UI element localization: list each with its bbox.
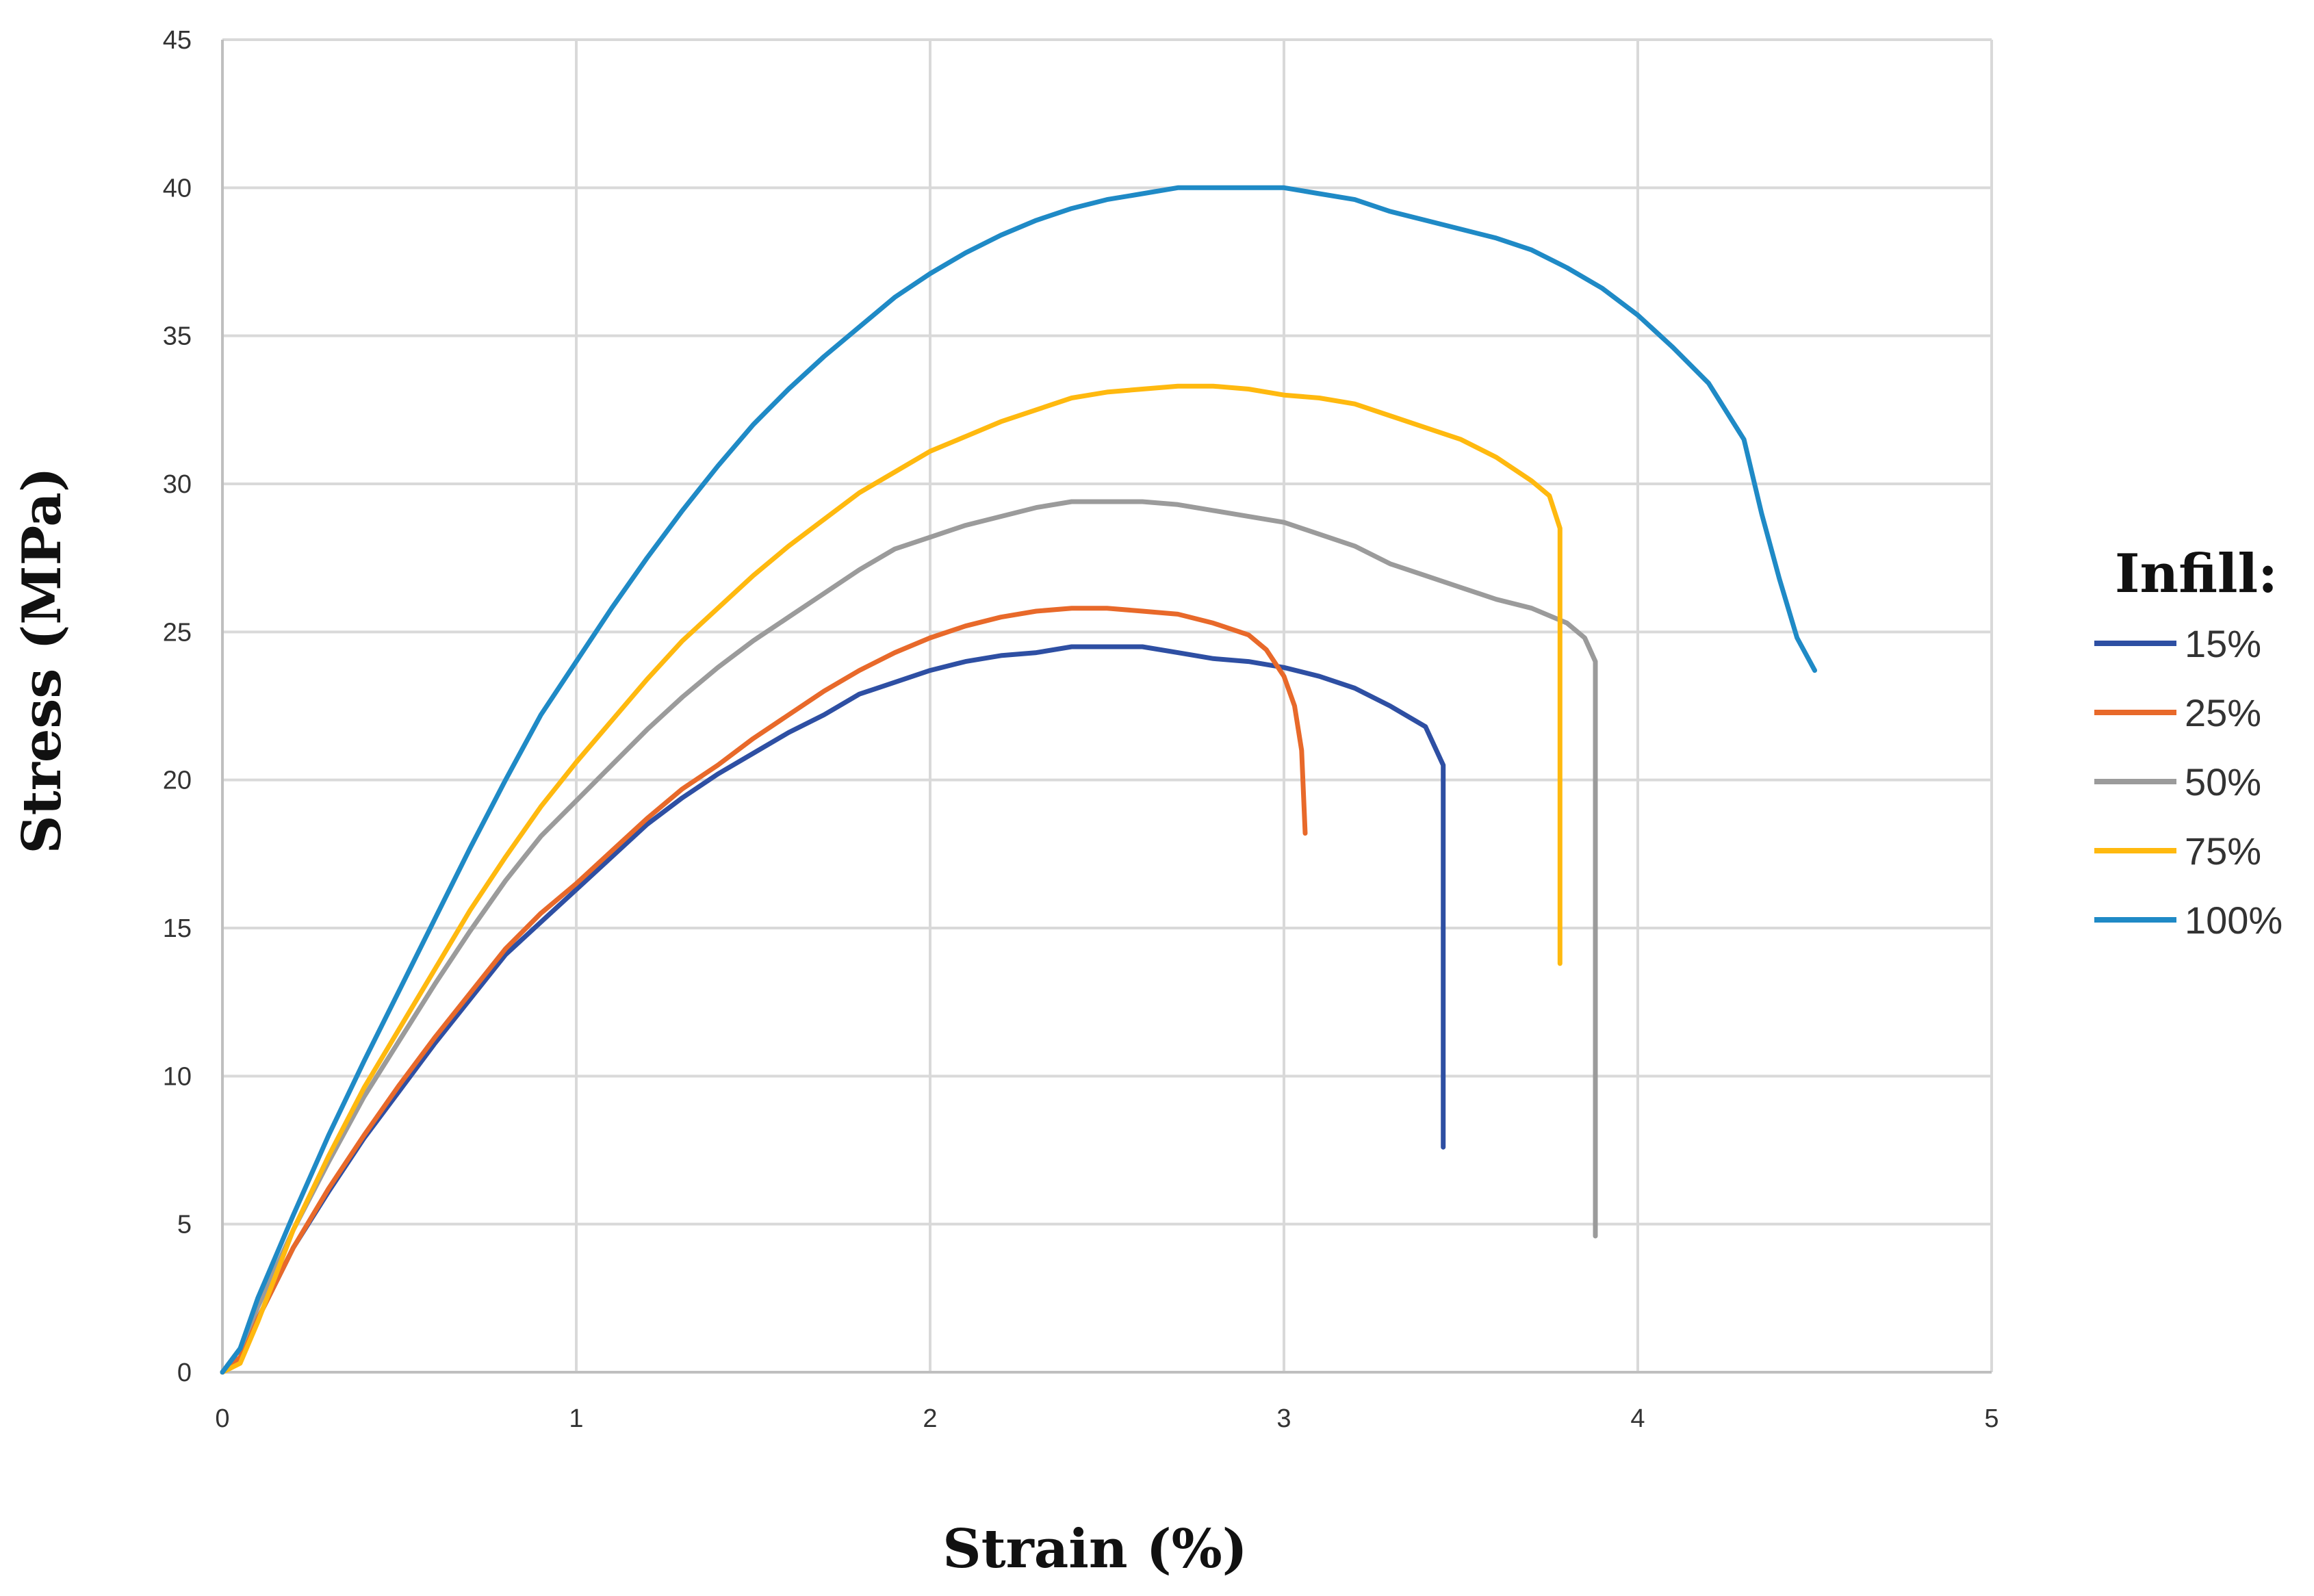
x-tick-labels: 0 1 2 3 4 5	[215, 1404, 1998, 1433]
grid-lines	[221, 38, 1993, 1374]
data-series	[220, 185, 1817, 1375]
y-axis-title: Stress (MPa)	[11, 467, 73, 853]
legend: Infill: 15% 25% 50% 75% 100%	[2094, 543, 2283, 942]
axes	[221, 40, 1992, 1374]
y-tick-label: 25	[163, 618, 192, 647]
series-line-75pct	[220, 383, 1563, 1375]
x-tick-label: 5	[1984, 1404, 1998, 1433]
legend-label: 25%	[2185, 691, 2261, 734]
series-line-100pct	[220, 185, 1817, 1375]
series-line-25pct	[220, 606, 1308, 1375]
legend-label: 75%	[2185, 829, 2261, 873]
legend-label: 100%	[2185, 899, 2283, 942]
legend-label: 50%	[2185, 760, 2261, 803]
legend-title: Infill:	[2115, 543, 2278, 605]
y-tick-label: 5	[177, 1211, 192, 1239]
y-tick-label: 10	[163, 1062, 192, 1091]
y-tick-label: 20	[163, 767, 192, 795]
y-tick-label: 30	[163, 470, 192, 499]
y-tick-label: 15	[163, 914, 192, 943]
x-tick-label: 3	[1276, 1404, 1291, 1433]
x-axis-title: Strain (%)	[942, 1518, 1247, 1580]
series-line-50pct	[220, 499, 1598, 1375]
series-line-15pct	[220, 644, 1446, 1375]
x-tick-label: 1	[569, 1404, 583, 1433]
y-tick-label: 35	[163, 322, 192, 351]
legend-items: 15% 25% 50% 75% 100%	[2094, 622, 2283, 942]
y-tick-labels: 0 5 10 15 20 25 30 35 40 45	[163, 26, 192, 1387]
y-tick-label: 45	[163, 26, 192, 55]
x-tick-label: 2	[923, 1404, 937, 1433]
x-tick-label: 4	[1630, 1404, 1645, 1433]
y-tick-label: 40	[163, 174, 192, 203]
x-tick-label: 0	[215, 1404, 229, 1433]
y-tick-label: 0	[177, 1359, 192, 1387]
legend-label: 15%	[2185, 622, 2261, 665]
